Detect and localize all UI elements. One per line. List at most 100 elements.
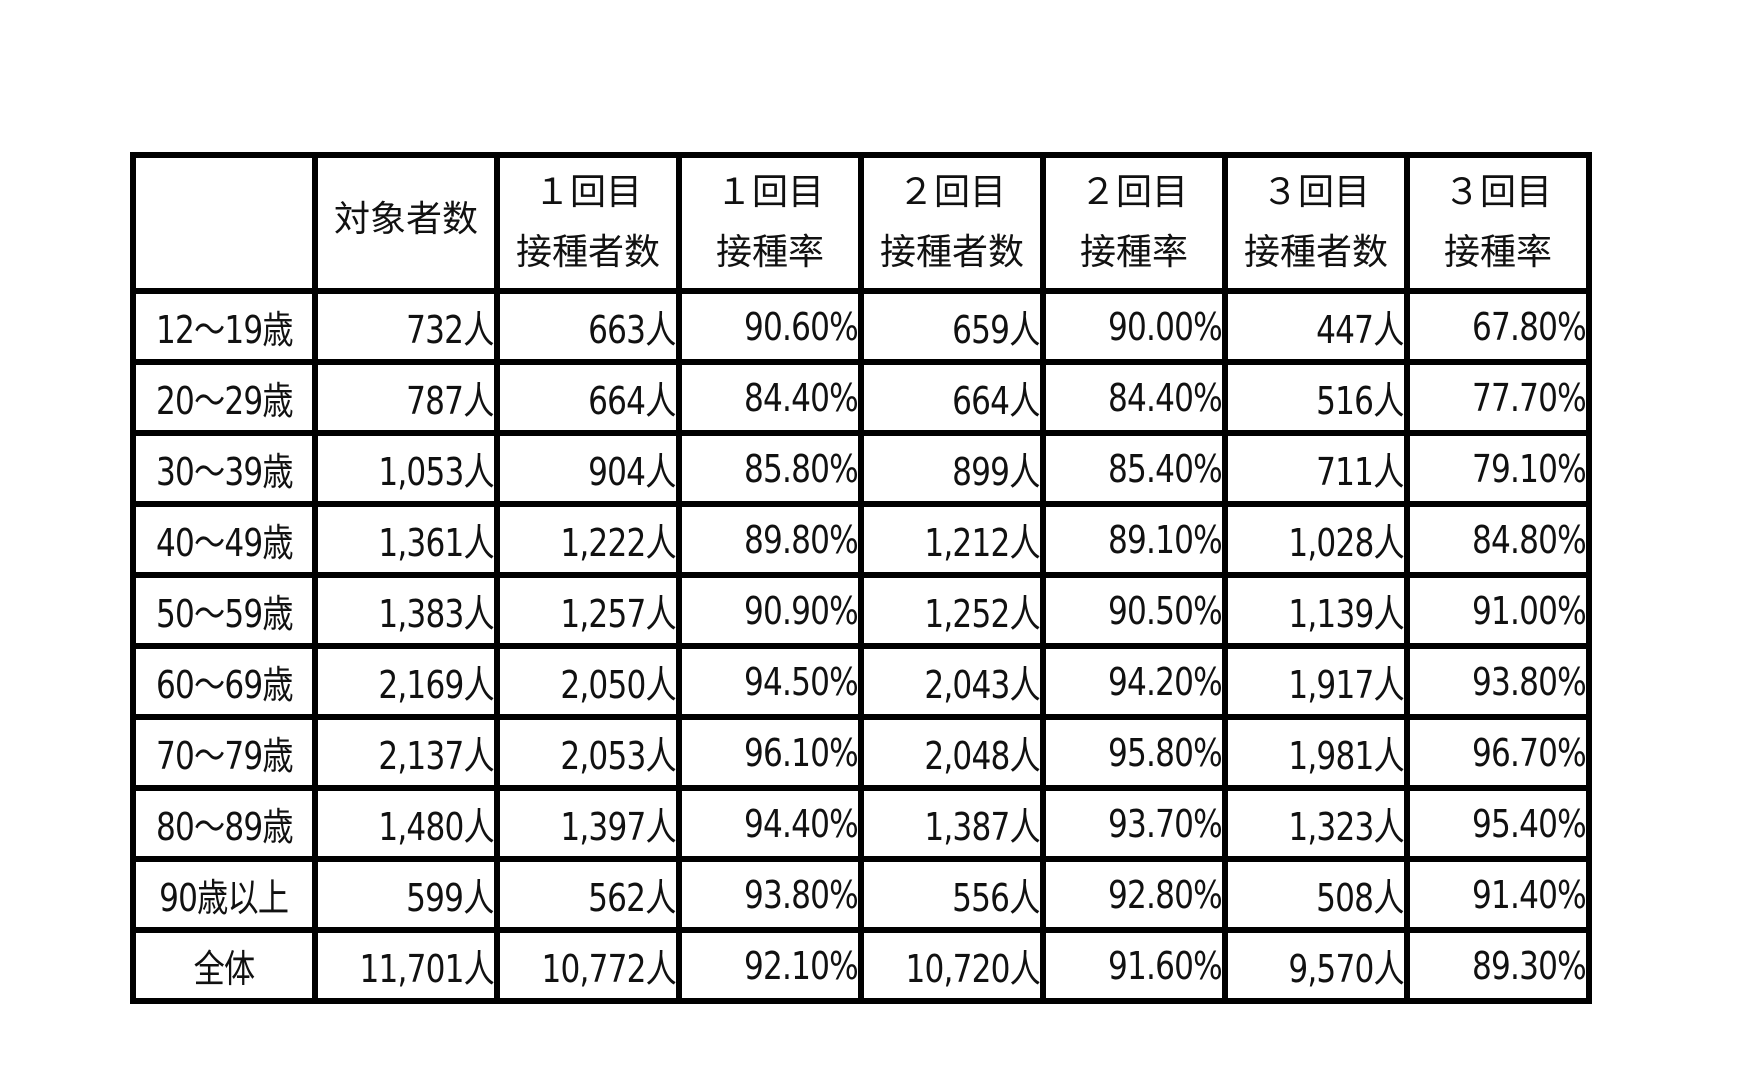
dose2-rate-value: 90.50% [1108, 588, 1222, 633]
dose3-rate-cell: 77.70% [1410, 365, 1586, 430]
target-count-value: 2,137人 [378, 734, 494, 778]
dose3-count-value: 1,323人 [1288, 805, 1404, 849]
target-count-cell: 599人 [318, 862, 494, 927]
dose2-rate-cell: 93.70% [1046, 791, 1222, 856]
age-group-cell: 50～59歳 [136, 578, 312, 643]
table-row: 全体 11,701人 10,772人 92.10% 10,720人 91.60% 9,570… [136, 933, 1586, 998]
dose3-rate-value: 96.70% [1472, 730, 1586, 775]
dose2-count-cell: 664人 [864, 365, 1040, 430]
dose1-rate-value: 84.40% [744, 375, 858, 420]
dose2-count-value: 1,212人 [924, 521, 1040, 565]
dose2-rate-cell: 85.40% [1046, 436, 1222, 501]
header-dose1-count: １回目 接種者数 [500, 158, 676, 288]
age-group-label: 80～89歳 [155, 805, 294, 849]
dose3-rate-cell: 95.40% [1410, 791, 1586, 856]
table-row: 70～79歳 2,137人 2,053人 96.10% 2,048人 95.80% 1,98… [136, 720, 1586, 785]
dose1-rate-value: 90.60% [744, 304, 858, 349]
dose2-count-value: 1,387人 [924, 805, 1040, 849]
dose2-rate-cell: 90.00% [1046, 294, 1222, 359]
header-dose2-rate: ２回目 接種率 [1046, 158, 1222, 288]
dose1-rate-cell: 90.90% [682, 578, 858, 643]
dose3-count-value: 1,981人 [1288, 734, 1404, 778]
header-dose2-count: ２回目 接種者数 [864, 158, 1040, 288]
age-group-label: 全体 [193, 947, 256, 991]
dose3-count-cell: 447人 [1228, 294, 1404, 359]
table-row: 80～89歳 1,480人 1,397人 94.40% 1,387人 93.70% 1,32… [136, 791, 1586, 856]
age-group-label: 60～69歳 [155, 663, 294, 707]
dose3-count-cell: 1,323人 [1228, 791, 1404, 856]
dose3-count-cell: 711人 [1228, 436, 1404, 501]
dose1-rate-cell: 90.60% [682, 294, 858, 359]
dose1-count-cell: 1,222人 [500, 507, 676, 572]
age-group-label: 70～79歳 [155, 734, 294, 778]
dose3-rate-cell: 89.30% [1410, 933, 1586, 998]
dose3-count-cell: 1,917人 [1228, 649, 1404, 714]
age-group-cell: 60～69歳 [136, 649, 312, 714]
table-row: 50～59歳 1,383人 1,257人 90.90% 1,252人 90.50% 1,13… [136, 578, 1586, 643]
dose1-rate-value: 85.80% [744, 446, 858, 491]
dose1-count-value: 1,222人 [560, 521, 676, 565]
header-dose3-count: ３回目 接種者数 [1228, 158, 1404, 288]
table-body: 12～19歳 732人 663人 90.60% 659人 90.00% 447人 67.80%… [136, 294, 1586, 998]
dose1-rate-cell: 84.40% [682, 365, 858, 430]
vaccination-table-container: 対象者数 １回目 接種者数 １回目 接種率 ２回目 接種者数 ２回目 接種率 [130, 152, 1592, 1004]
dose2-rate-value: 84.40% [1108, 375, 1222, 420]
dose3-count-cell: 508人 [1228, 862, 1404, 927]
dose1-count-cell: 663人 [500, 294, 676, 359]
dose3-rate-cell: 67.80% [1410, 294, 1586, 359]
dose3-count-cell: 9,570人 [1228, 933, 1404, 998]
table-row: 60～69歳 2,169人 2,050人 94.50% 2,043人 94.20% 1,91… [136, 649, 1586, 714]
dose1-rate-value: 94.40% [744, 801, 858, 846]
dose3-count-value: 516人 [1316, 379, 1404, 423]
dose3-rate-value: 84.80% [1472, 517, 1586, 562]
dose2-rate-cell: 89.10% [1046, 507, 1222, 572]
table-header-row: 対象者数 １回目 接種者数 １回目 接種率 ２回目 接種者数 ２回目 接種率 [136, 158, 1586, 288]
dose1-rate-cell: 89.80% [682, 507, 858, 572]
dose1-rate-cell: 96.10% [682, 720, 858, 785]
target-count-cell: 11,701人 [318, 933, 494, 998]
dose2-rate-cell: 91.60% [1046, 933, 1222, 998]
dose3-count-value: 9,570人 [1288, 947, 1404, 991]
dose3-rate-value: 93.80% [1472, 659, 1586, 704]
dose1-rate-cell: 94.50% [682, 649, 858, 714]
age-group-label: 50～59歳 [155, 592, 294, 636]
dose2-count-value: 1,252人 [924, 592, 1040, 636]
target-count-value: 732人 [406, 308, 494, 352]
target-count-cell: 2,169人 [318, 649, 494, 714]
dose3-rate-value: 89.30% [1472, 943, 1586, 988]
dose1-rate-value: 92.10% [744, 943, 858, 988]
dose3-count-cell: 1,028人 [1228, 507, 1404, 572]
dose2-rate-value: 85.40% [1108, 446, 1222, 491]
dose2-count-value: 10,720人 [905, 947, 1040, 991]
dose1-count-value: 562人 [588, 876, 676, 920]
dose2-count-value: 899人 [952, 450, 1040, 494]
age-group-cell: 30～39歳 [136, 436, 312, 501]
dose2-count-value: 2,043人 [924, 663, 1040, 707]
dose3-count-value: 447人 [1316, 308, 1404, 352]
dose3-rate-value: 95.40% [1472, 801, 1586, 846]
target-count-value: 1,480人 [378, 805, 494, 849]
dose1-count-value: 1,257人 [560, 592, 676, 636]
dose2-rate-value: 95.80% [1108, 730, 1222, 775]
dose3-count-value: 1,139人 [1288, 592, 1404, 636]
dose2-rate-value: 91.60% [1108, 943, 1222, 988]
dose1-rate-value: 94.50% [744, 659, 858, 704]
dose2-count-cell: 556人 [864, 862, 1040, 927]
target-count-value: 1,361人 [378, 521, 494, 565]
dose2-count-cell: 2,048人 [864, 720, 1040, 785]
dose2-rate-cell: 92.80% [1046, 862, 1222, 927]
header-dose1-rate: １回目 接種率 [682, 158, 858, 288]
dose2-rate-value: 89.10% [1108, 517, 1222, 562]
dose1-count-cell: 904人 [500, 436, 676, 501]
vaccination-rate-table: 対象者数 １回目 接種者数 １回目 接種率 ２回目 接種者数 ２回目 接種率 [130, 152, 1592, 1004]
dose3-count-value: 711人 [1316, 450, 1404, 494]
age-group-cell: 20～29歳 [136, 365, 312, 430]
target-count-value: 599人 [406, 876, 494, 920]
dose2-count-cell: 659人 [864, 294, 1040, 359]
age-group-label: 30～39歳 [155, 450, 294, 494]
target-count-value: 1,383人 [378, 592, 494, 636]
dose3-count-cell: 1,139人 [1228, 578, 1404, 643]
target-count-cell: 1,053人 [318, 436, 494, 501]
dose3-rate-cell: 79.10% [1410, 436, 1586, 501]
dose2-count-cell: 899人 [864, 436, 1040, 501]
